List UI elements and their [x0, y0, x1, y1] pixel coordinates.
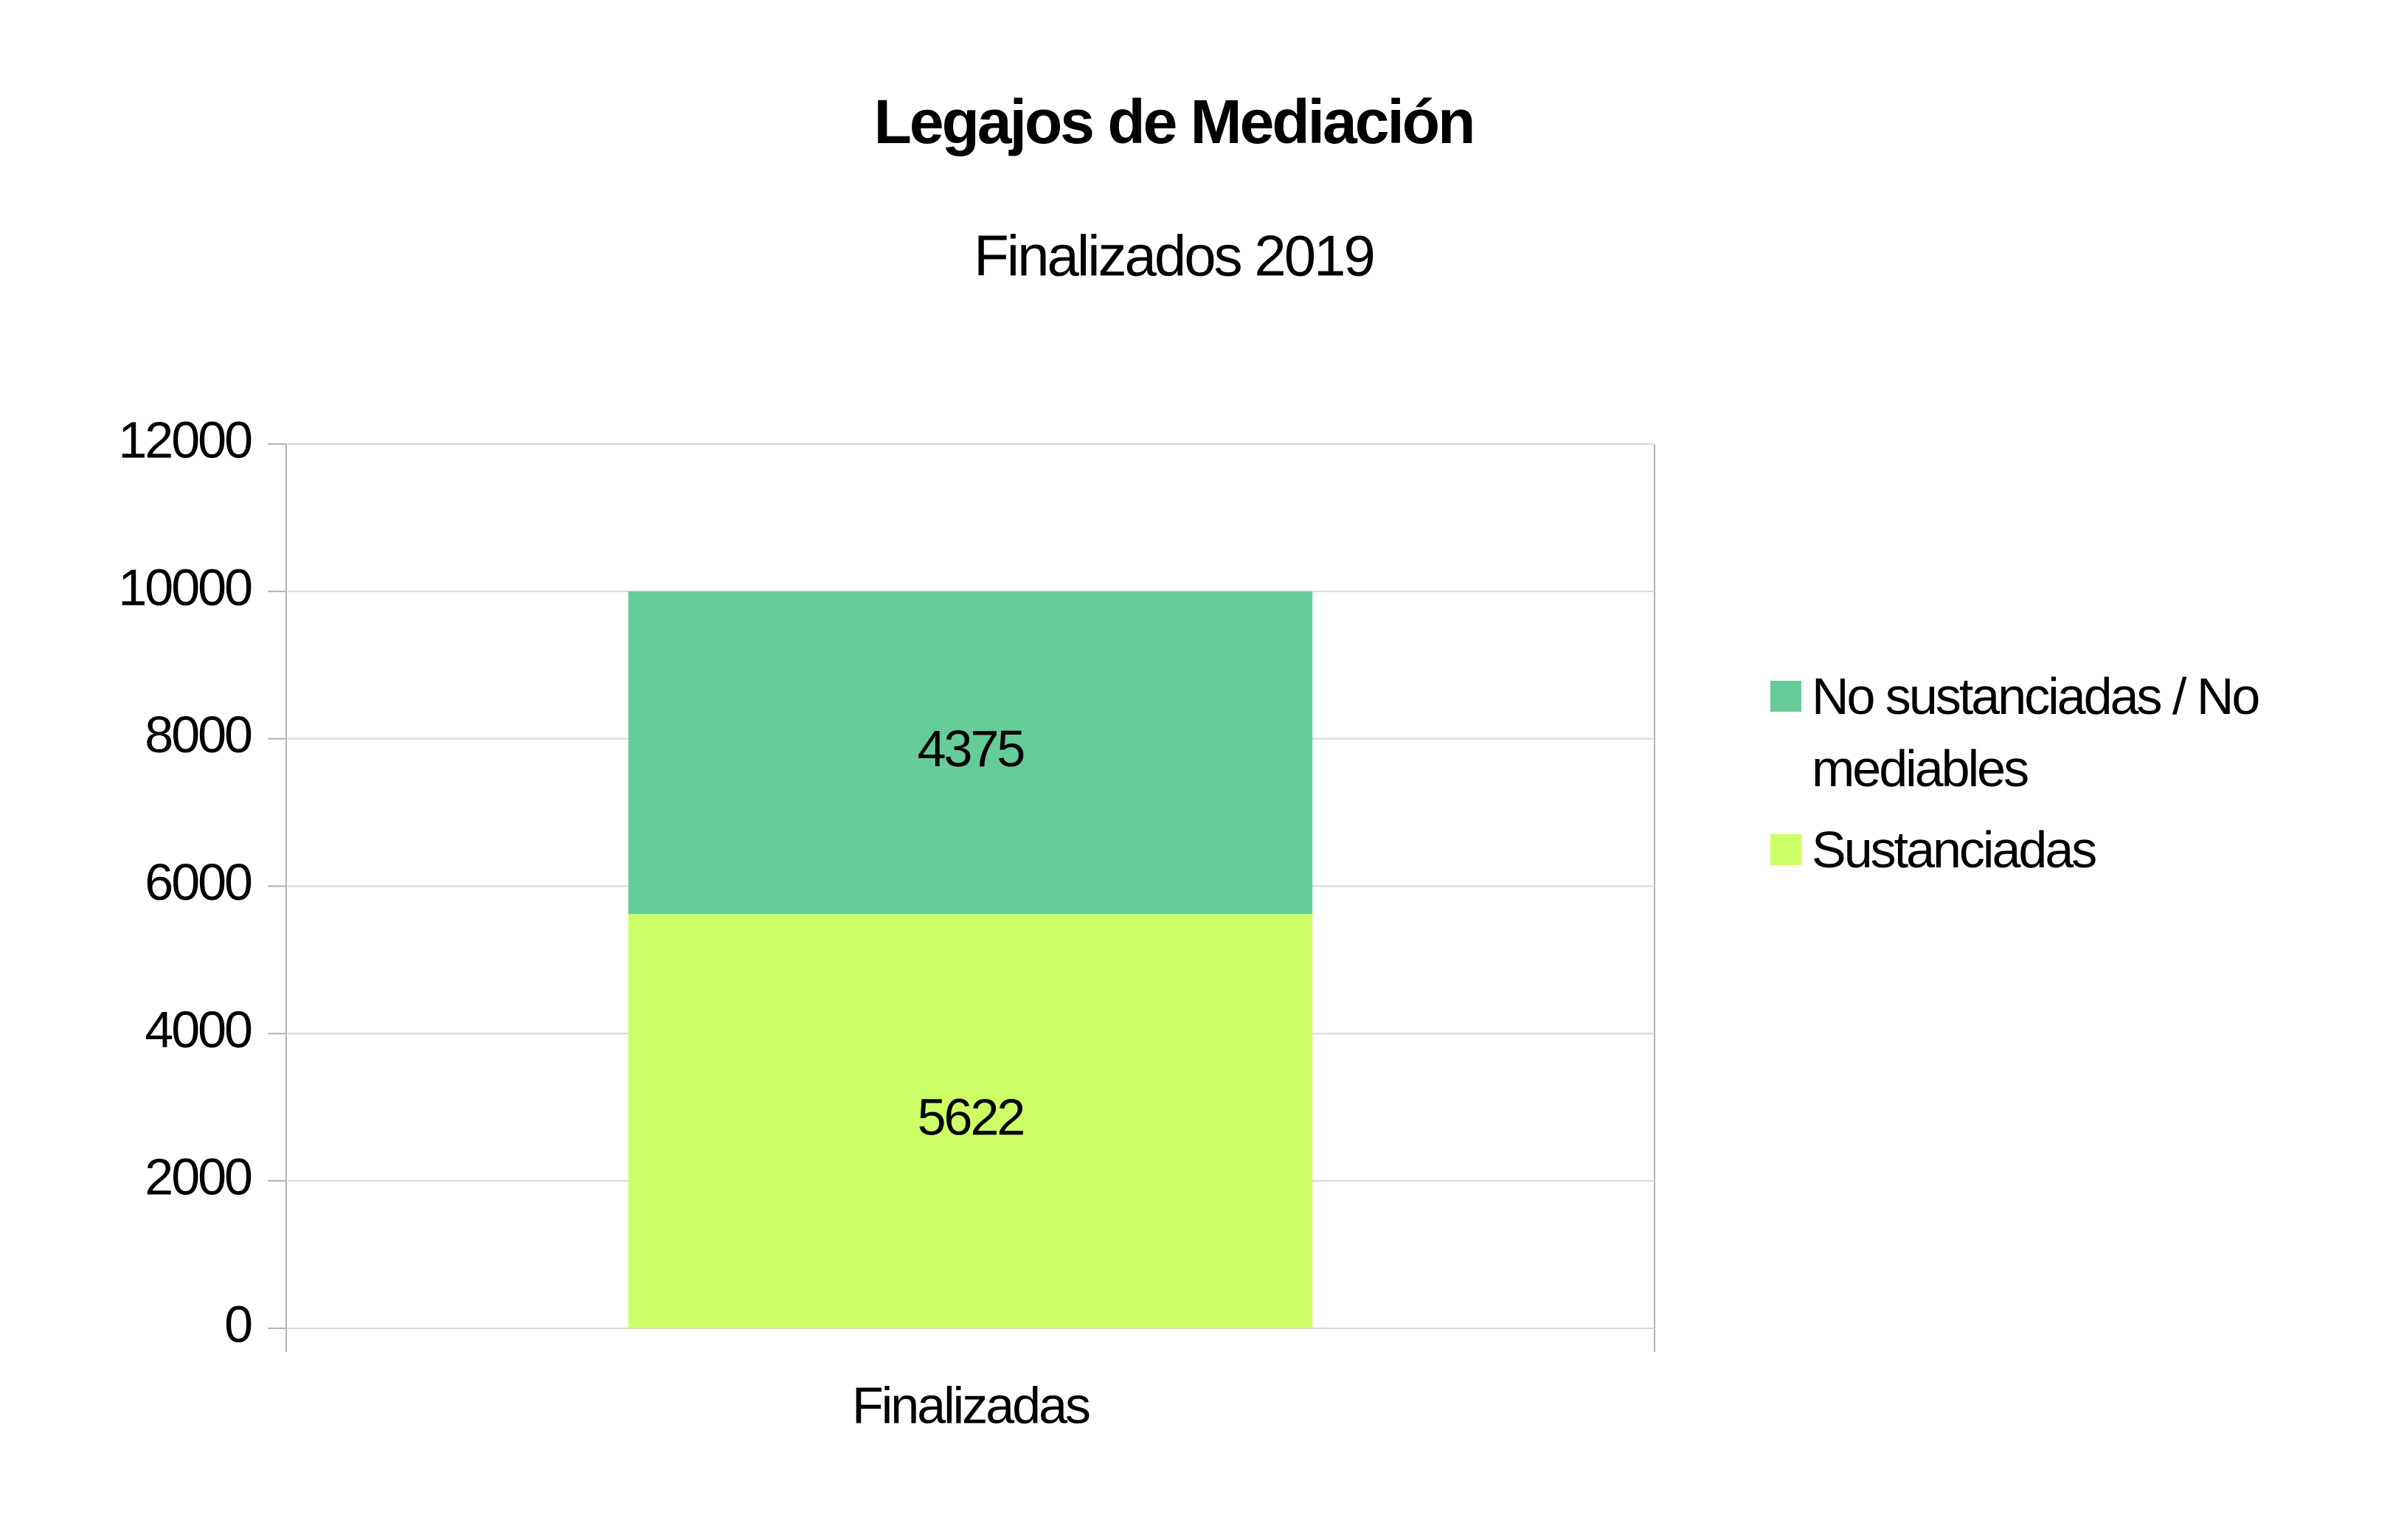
- y-tick-label: 8000: [145, 706, 252, 763]
- data-label: 4375: [918, 720, 1024, 777]
- legend-label: Sustanciadas: [1812, 821, 2097, 878]
- bar-segment: [628, 914, 1313, 1328]
- legend-label: No sustanciadas / No mediables: [1812, 667, 2260, 797]
- y-tick-label: 4000: [145, 1001, 252, 1058]
- legend-item: No sustanciadas / No mediables: [1770, 660, 2331, 805]
- x-tick-label: Finalizadas: [852, 1376, 1090, 1434]
- chart-title: Legajos de Mediación: [874, 87, 1474, 156]
- data-label: 5622: [918, 1089, 1024, 1146]
- legend-swatch: [1770, 834, 1801, 865]
- legend-swatch: [1770, 681, 1801, 712]
- y-tick-label: 0: [224, 1295, 252, 1353]
- legend: No sustanciadas / No mediables Sustanciad…: [1770, 660, 2331, 895]
- y-tick-label: 12000: [118, 411, 252, 468]
- bar-segment: [628, 592, 1313, 915]
- chart-subtitle: Finalizados 2019: [974, 223, 1374, 288]
- y-tick-label: 10000: [118, 558, 252, 616]
- legend-item: Sustanciadas: [1770, 814, 2331, 886]
- y-tick-label: 6000: [145, 853, 252, 911]
- y-tick-label: 2000: [145, 1148, 252, 1206]
